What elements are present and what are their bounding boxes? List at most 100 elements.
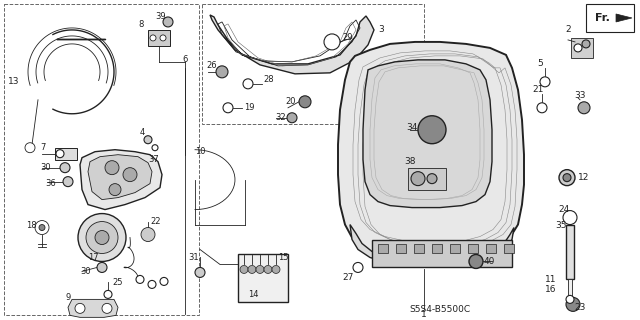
Text: 22: 22 bbox=[150, 217, 161, 226]
Circle shape bbox=[56, 150, 64, 158]
Polygon shape bbox=[210, 15, 374, 74]
Circle shape bbox=[86, 221, 118, 253]
Circle shape bbox=[104, 291, 112, 298]
Polygon shape bbox=[88, 155, 152, 200]
Polygon shape bbox=[616, 14, 632, 22]
Text: 24: 24 bbox=[558, 205, 569, 214]
Bar bbox=[568, 279, 572, 300]
Circle shape bbox=[243, 79, 253, 89]
Circle shape bbox=[195, 268, 205, 277]
Circle shape bbox=[216, 66, 228, 78]
Text: 37: 37 bbox=[148, 155, 159, 164]
Text: 10: 10 bbox=[195, 147, 205, 156]
Circle shape bbox=[136, 276, 144, 284]
Text: 30: 30 bbox=[80, 267, 91, 276]
Circle shape bbox=[60, 163, 70, 173]
Bar bbox=[238, 254, 288, 302]
Circle shape bbox=[469, 254, 483, 268]
Circle shape bbox=[105, 161, 119, 175]
Bar bbox=[396, 244, 406, 253]
Text: 27: 27 bbox=[342, 273, 354, 282]
Circle shape bbox=[540, 77, 550, 87]
Circle shape bbox=[256, 266, 264, 274]
Bar bbox=[378, 244, 388, 253]
Circle shape bbox=[299, 96, 311, 108]
Circle shape bbox=[578, 102, 590, 114]
Bar bbox=[571, 38, 593, 58]
Circle shape bbox=[223, 103, 233, 113]
Circle shape bbox=[537, 103, 547, 113]
Circle shape bbox=[574, 44, 582, 52]
Bar bbox=[414, 244, 424, 253]
Bar bbox=[468, 244, 478, 253]
Text: 11: 11 bbox=[545, 275, 557, 284]
Circle shape bbox=[150, 35, 156, 41]
Circle shape bbox=[97, 262, 107, 272]
Text: 17: 17 bbox=[88, 253, 99, 262]
Circle shape bbox=[102, 303, 112, 313]
Bar bbox=[4, 4, 199, 315]
Circle shape bbox=[39, 225, 45, 230]
Text: 33: 33 bbox=[574, 91, 586, 100]
Bar bbox=[432, 244, 442, 253]
Text: 31: 31 bbox=[188, 253, 198, 262]
Text: Fr.: Fr. bbox=[595, 13, 610, 23]
Circle shape bbox=[559, 170, 575, 186]
Polygon shape bbox=[363, 60, 492, 208]
Circle shape bbox=[63, 177, 73, 187]
Circle shape bbox=[160, 35, 166, 41]
Circle shape bbox=[144, 136, 152, 144]
Bar bbox=[55, 148, 77, 160]
Circle shape bbox=[123, 168, 137, 182]
Text: 26: 26 bbox=[206, 61, 216, 70]
Text: 28: 28 bbox=[263, 75, 274, 84]
Bar bbox=[450, 244, 460, 253]
Circle shape bbox=[264, 266, 272, 274]
Circle shape bbox=[272, 266, 280, 274]
Text: 29: 29 bbox=[342, 33, 353, 43]
Text: 5: 5 bbox=[537, 60, 543, 68]
Circle shape bbox=[95, 230, 109, 244]
Text: 32: 32 bbox=[275, 113, 285, 122]
Text: 40: 40 bbox=[484, 257, 495, 266]
Bar bbox=[408, 168, 446, 190]
Polygon shape bbox=[68, 300, 118, 317]
Bar bbox=[566, 225, 574, 279]
Circle shape bbox=[109, 184, 121, 196]
Text: 20: 20 bbox=[285, 97, 296, 106]
Circle shape bbox=[582, 40, 590, 48]
Text: 15: 15 bbox=[278, 253, 289, 262]
Text: 21: 21 bbox=[532, 85, 543, 94]
Text: 8: 8 bbox=[138, 20, 143, 29]
Bar bbox=[504, 244, 514, 253]
Text: 23: 23 bbox=[574, 303, 586, 312]
Text: S5S4-B5500C: S5S4-B5500C bbox=[410, 305, 470, 314]
Text: 3: 3 bbox=[378, 25, 384, 35]
Text: 18: 18 bbox=[26, 221, 36, 230]
Text: 7: 7 bbox=[40, 143, 45, 152]
Text: 12: 12 bbox=[578, 173, 589, 182]
Circle shape bbox=[563, 174, 571, 182]
Bar bbox=[586, 4, 634, 32]
Text: 6: 6 bbox=[182, 55, 188, 64]
Bar bbox=[486, 244, 496, 253]
Text: 9: 9 bbox=[66, 293, 71, 302]
Circle shape bbox=[163, 17, 173, 27]
Text: 2: 2 bbox=[565, 25, 571, 35]
Circle shape bbox=[411, 172, 425, 186]
Circle shape bbox=[35, 220, 49, 235]
Polygon shape bbox=[338, 42, 524, 261]
Text: 1: 1 bbox=[421, 310, 427, 319]
Circle shape bbox=[566, 297, 580, 311]
Polygon shape bbox=[350, 225, 514, 267]
Text: 36: 36 bbox=[45, 179, 56, 188]
Circle shape bbox=[160, 277, 168, 285]
Circle shape bbox=[427, 174, 437, 184]
Text: 19: 19 bbox=[244, 103, 255, 112]
Text: 34: 34 bbox=[406, 123, 417, 132]
Text: 38: 38 bbox=[404, 157, 415, 166]
Text: 14: 14 bbox=[248, 290, 259, 299]
Circle shape bbox=[141, 228, 155, 242]
Circle shape bbox=[563, 211, 577, 225]
Bar bbox=[202, 4, 424, 124]
